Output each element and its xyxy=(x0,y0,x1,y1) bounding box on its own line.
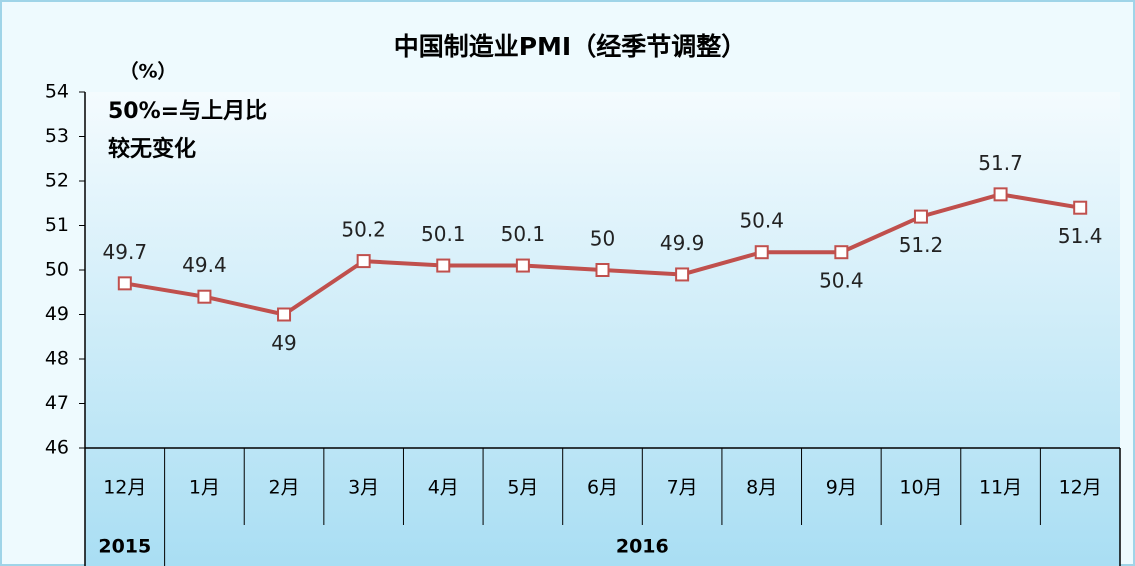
data-label: 50.1 xyxy=(501,222,546,246)
x-tick-label: 8月 xyxy=(746,477,777,499)
x-tick-label: 3月 xyxy=(348,477,379,499)
x-tick-label: 12月 xyxy=(1059,477,1102,499)
y-tick-label: 52 xyxy=(45,170,69,192)
x-tick-label: 4月 xyxy=(428,477,459,499)
x-tick-label: 12月 xyxy=(103,477,146,499)
data-label: 50.1 xyxy=(421,222,466,246)
x-tick-label: 6月 xyxy=(587,477,618,499)
data-label: 49 xyxy=(271,331,296,355)
x-tick-label: 7月 xyxy=(667,477,698,499)
data-label: 51.2 xyxy=(899,233,944,257)
data-label: 50 xyxy=(590,227,615,251)
data-label: 51.4 xyxy=(1058,224,1103,248)
marker xyxy=(1073,200,1088,215)
y-tick-label: 49 xyxy=(45,303,69,325)
y-unit: （%） xyxy=(119,60,176,83)
y-tick-label: 50 xyxy=(45,259,69,281)
data-label: 50.2 xyxy=(341,218,386,242)
marker xyxy=(515,258,530,273)
annotation: 较无变化 xyxy=(108,136,196,162)
annotation: 50%=与上月比 xyxy=(108,99,267,124)
y-tick-label: 46 xyxy=(45,437,69,459)
chart-title: 中国制造业PMI（经季节调整） xyxy=(394,32,747,61)
x-tick-label: 5月 xyxy=(507,477,538,499)
x-group-label: 2016 xyxy=(616,536,669,558)
marker xyxy=(754,245,769,260)
y-tick-label: 54 xyxy=(45,81,69,103)
data-label: 51.7 xyxy=(978,151,1023,175)
marker xyxy=(834,245,849,260)
y-tick-label: 51 xyxy=(45,214,69,236)
marker xyxy=(277,307,292,322)
marker xyxy=(993,187,1008,202)
marker xyxy=(595,263,610,277)
marker xyxy=(117,276,132,291)
x-tick-label: 9月 xyxy=(826,477,857,499)
x-tick-label: 2月 xyxy=(268,477,299,499)
data-label: 49.7 xyxy=(103,240,148,264)
y-tick-label: 48 xyxy=(45,348,69,370)
data-label: 50.4 xyxy=(819,269,864,293)
marker xyxy=(436,258,451,273)
data-label: 49.4 xyxy=(182,253,227,277)
x-tick-label: 11月 xyxy=(979,477,1022,499)
x-tick-label: 10月 xyxy=(899,477,942,499)
marker xyxy=(913,209,928,224)
x-group-label: 2015 xyxy=(98,536,151,558)
data-label: 49.9 xyxy=(660,231,705,255)
marker xyxy=(675,267,690,282)
y-tick-label: 47 xyxy=(45,392,69,414)
plot-area xyxy=(85,92,1120,566)
y-tick-label: 53 xyxy=(45,125,69,147)
x-tick-label: 1月 xyxy=(189,477,220,499)
data-label: 50.4 xyxy=(739,209,784,233)
marker xyxy=(197,289,212,304)
marker xyxy=(356,254,371,269)
